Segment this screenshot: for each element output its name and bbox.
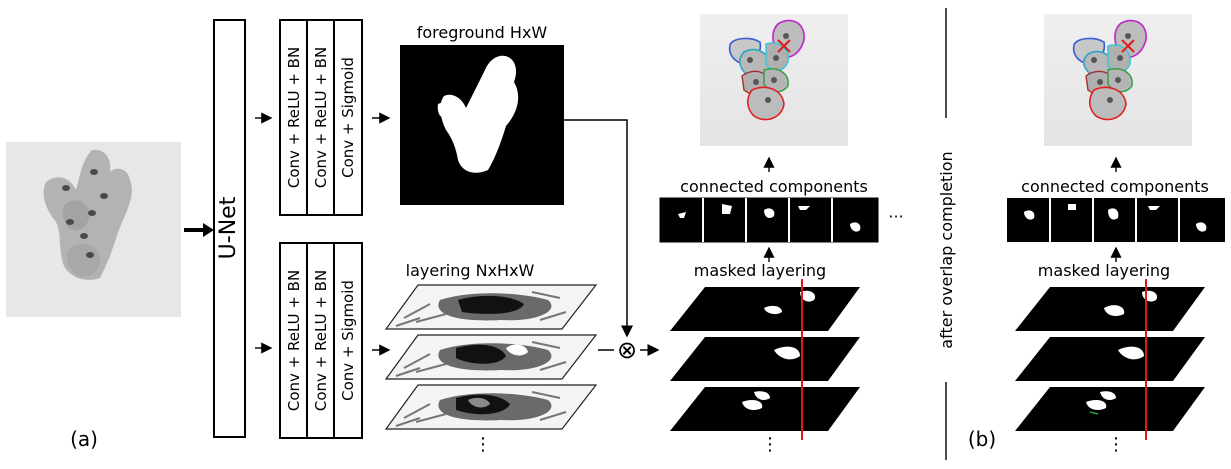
completed-connected-components-label: connected components: [1021, 177, 1209, 196]
masked-layering-ellipsis: ⋮: [761, 434, 779, 455]
foreground-label: foreground HxW: [417, 23, 548, 42]
lower-head: Conv + ReLU + BN Conv + ReLU + BN Conv +…: [279, 242, 363, 439]
layering-ellipsis: ⋮: [474, 434, 492, 455]
completed-masked-layering-ellipsis: ⋮: [1107, 434, 1125, 455]
layering-label: layering NxHxW: [406, 261, 535, 280]
upper-head-layer-2: Conv + ReLU + BN: [312, 47, 330, 188]
connected-components-label: connected components: [680, 177, 868, 196]
layering-slice-3: [384, 384, 598, 430]
multiply-symbol: ⊗: [617, 336, 637, 364]
overlap-completion-label: after overlap completion: [937, 151, 956, 348]
upper-head: Conv + ReLU + BN Conv + ReLU + BN Conv +…: [279, 19, 363, 216]
completed-result-image: [1044, 14, 1192, 146]
lower-head-layer-3: Conv + Sigmoid: [339, 280, 357, 401]
masked-layering-label: masked layering: [694, 261, 826, 280]
layering-slice-1: [384, 284, 598, 330]
unet-block: [213, 19, 246, 438]
unet-label: U-Net: [216, 196, 241, 259]
input-image: [6, 142, 181, 317]
lower-head-layer-1: Conv + ReLU + BN: [285, 270, 303, 411]
panel-a-label: (a): [70, 427, 98, 451]
foreground-to-multiply-arrow: [564, 119, 633, 338]
lower-head-layer-2: Conv + ReLU + BN: [312, 270, 330, 411]
layering-slice-2: [384, 334, 598, 380]
completed-masked-layering-label: masked layering: [1038, 261, 1170, 280]
foreground-map: [400, 45, 564, 205]
connected-components-strip: [659, 197, 879, 243]
completed-connected-components-strip: [1007, 198, 1225, 242]
masked-layering-stack: ⋮: [670, 279, 860, 455]
segmentation-result-image: [700, 14, 848, 146]
layering-stack: ⋮: [384, 284, 598, 455]
panel-b-label: (b): [968, 427, 996, 451]
components-ellipsis: ···: [888, 207, 903, 226]
upper-head-layer-3: Conv + Sigmoid: [339, 57, 357, 178]
completed-masked-layering-stack: ⋮: [1015, 279, 1205, 455]
upper-head-layer-1: Conv + ReLU + BN: [285, 47, 303, 188]
